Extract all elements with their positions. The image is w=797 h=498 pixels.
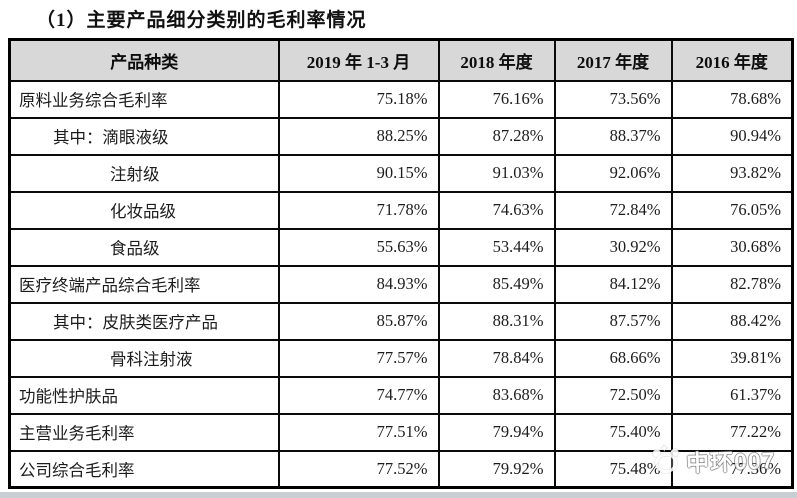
cell-value: 92.06% xyxy=(553,153,673,193)
row-label: 其中：皮肤类医疗产品 xyxy=(8,301,280,341)
table-row: 原料业务综合毛利率 75.18% 76.16% 73.56% 78.68% xyxy=(8,79,794,119)
row-label: 骨科注射液 xyxy=(8,338,280,378)
cell-value: 76.16% xyxy=(437,79,556,119)
row-label: 食品级 xyxy=(8,227,280,267)
cell-value: 88.42% xyxy=(670,301,794,341)
cell-value: 73.56% xyxy=(553,79,673,119)
row-label: 医疗终端产品综合毛利率 xyxy=(8,264,280,304)
row-label: 主营业务毛利率 xyxy=(8,412,280,452)
page-title: （1）主要产品细分类别的毛利率情况 xyxy=(36,10,367,31)
cell-value: 77.57% xyxy=(277,338,440,378)
table-row: 公司综合毛利率 77.52% 79.92% 75.48% 77.36% xyxy=(8,449,794,489)
cell-value: 53.44% xyxy=(437,227,556,267)
row-label: 注射级 xyxy=(8,153,280,193)
cell-value: 72.84% xyxy=(553,190,673,230)
cell-value: 88.37% xyxy=(553,116,673,156)
table-row: 主营业务毛利率 77.51% 79.94% 75.40% 77.22% xyxy=(8,412,794,452)
row-label: 功能性护肤品 xyxy=(8,375,280,415)
cell-value: 30.68% xyxy=(670,227,794,267)
cell-value: 88.31% xyxy=(437,301,556,341)
column-header-2016: 2016 年度 xyxy=(670,38,794,82)
cell-value: 71.78% xyxy=(277,190,440,230)
cell-value: 90.15% xyxy=(277,153,440,193)
gross-margin-table: 产品种类 2019 年 1-3 月 2018 年度 2017 年度 2016 年… xyxy=(8,38,794,489)
table-row: 功能性护肤品 74.77% 83.68% 72.50% 61.37% xyxy=(8,375,794,415)
cell-value: 74.77% xyxy=(277,375,440,415)
cell-value: 85.49% xyxy=(437,264,556,304)
cell-value: 84.12% xyxy=(553,264,673,304)
table-row: 食品级 55.63% 53.44% 30.92% 30.68% xyxy=(8,227,794,267)
cell-value: 77.22% xyxy=(670,412,794,452)
column-header-product-type: 产品种类 xyxy=(8,38,280,82)
cell-value: 83.68% xyxy=(437,375,556,415)
cell-value: 84.93% xyxy=(277,264,440,304)
row-label: 原料业务综合毛利率 xyxy=(8,79,280,119)
table-row: 骨科注射液 77.57% 78.84% 68.66% 39.81% xyxy=(8,338,794,378)
cell-value: 75.40% xyxy=(553,412,673,452)
cell-value: 87.57% xyxy=(553,301,673,341)
row-label: 其中：滴眼液级 xyxy=(8,116,280,156)
cell-value: 90.94% xyxy=(670,116,794,156)
cell-value: 78.68% xyxy=(670,79,794,119)
cell-value: 76.05% xyxy=(670,190,794,230)
cell-value: 61.37% xyxy=(670,375,794,415)
column-header-2018: 2018 年度 xyxy=(437,38,556,82)
table-row: 化妆品级 71.78% 74.63% 72.84% 76.05% xyxy=(8,190,794,230)
cell-value: 77.52% xyxy=(277,449,440,489)
cell-value: 93.82% xyxy=(670,153,794,193)
cell-value: 77.36% xyxy=(670,449,794,489)
bottom-divider-bar xyxy=(0,492,797,498)
table-row: 其中：滴眼液级 88.25% 87.28% 88.37% 90.94% xyxy=(8,116,794,156)
cell-value: 39.81% xyxy=(670,338,794,378)
cell-value: 79.94% xyxy=(437,412,556,452)
cell-value: 91.03% xyxy=(437,153,556,193)
cell-value: 79.92% xyxy=(437,449,556,489)
cell-value: 68.66% xyxy=(553,338,673,378)
table-header-row: 产品种类 2019 年 1-3 月 2018 年度 2017 年度 2016 年… xyxy=(8,38,794,82)
cell-value: 87.28% xyxy=(437,116,556,156)
column-header-2019q1: 2019 年 1-3 月 xyxy=(277,38,440,82)
cell-value: 72.50% xyxy=(553,375,673,415)
cell-value: 82.78% xyxy=(670,264,794,304)
cell-value: 55.63% xyxy=(277,227,440,267)
cell-value: 77.51% xyxy=(277,412,440,452)
cell-value: 85.87% xyxy=(277,301,440,341)
cell-value: 74.63% xyxy=(437,190,556,230)
table-row: 其中：皮肤类医疗产品 85.87% 88.31% 87.57% 88.42% xyxy=(8,301,794,341)
row-label: 公司综合毛利率 xyxy=(8,449,280,489)
cell-value: 78.84% xyxy=(437,338,556,378)
cell-value: 88.25% xyxy=(277,116,440,156)
cell-value: 30.92% xyxy=(553,227,673,267)
table-row: 医疗终端产品综合毛利率 84.93% 85.49% 84.12% 82.78% xyxy=(8,264,794,304)
table-row: 注射级 90.15% 91.03% 92.06% 93.82% xyxy=(8,153,794,193)
cell-value: 75.48% xyxy=(553,449,673,489)
cell-value: 75.18% xyxy=(277,79,440,119)
column-header-2017: 2017 年度 xyxy=(553,38,673,82)
row-label: 化妆品级 xyxy=(8,190,280,230)
